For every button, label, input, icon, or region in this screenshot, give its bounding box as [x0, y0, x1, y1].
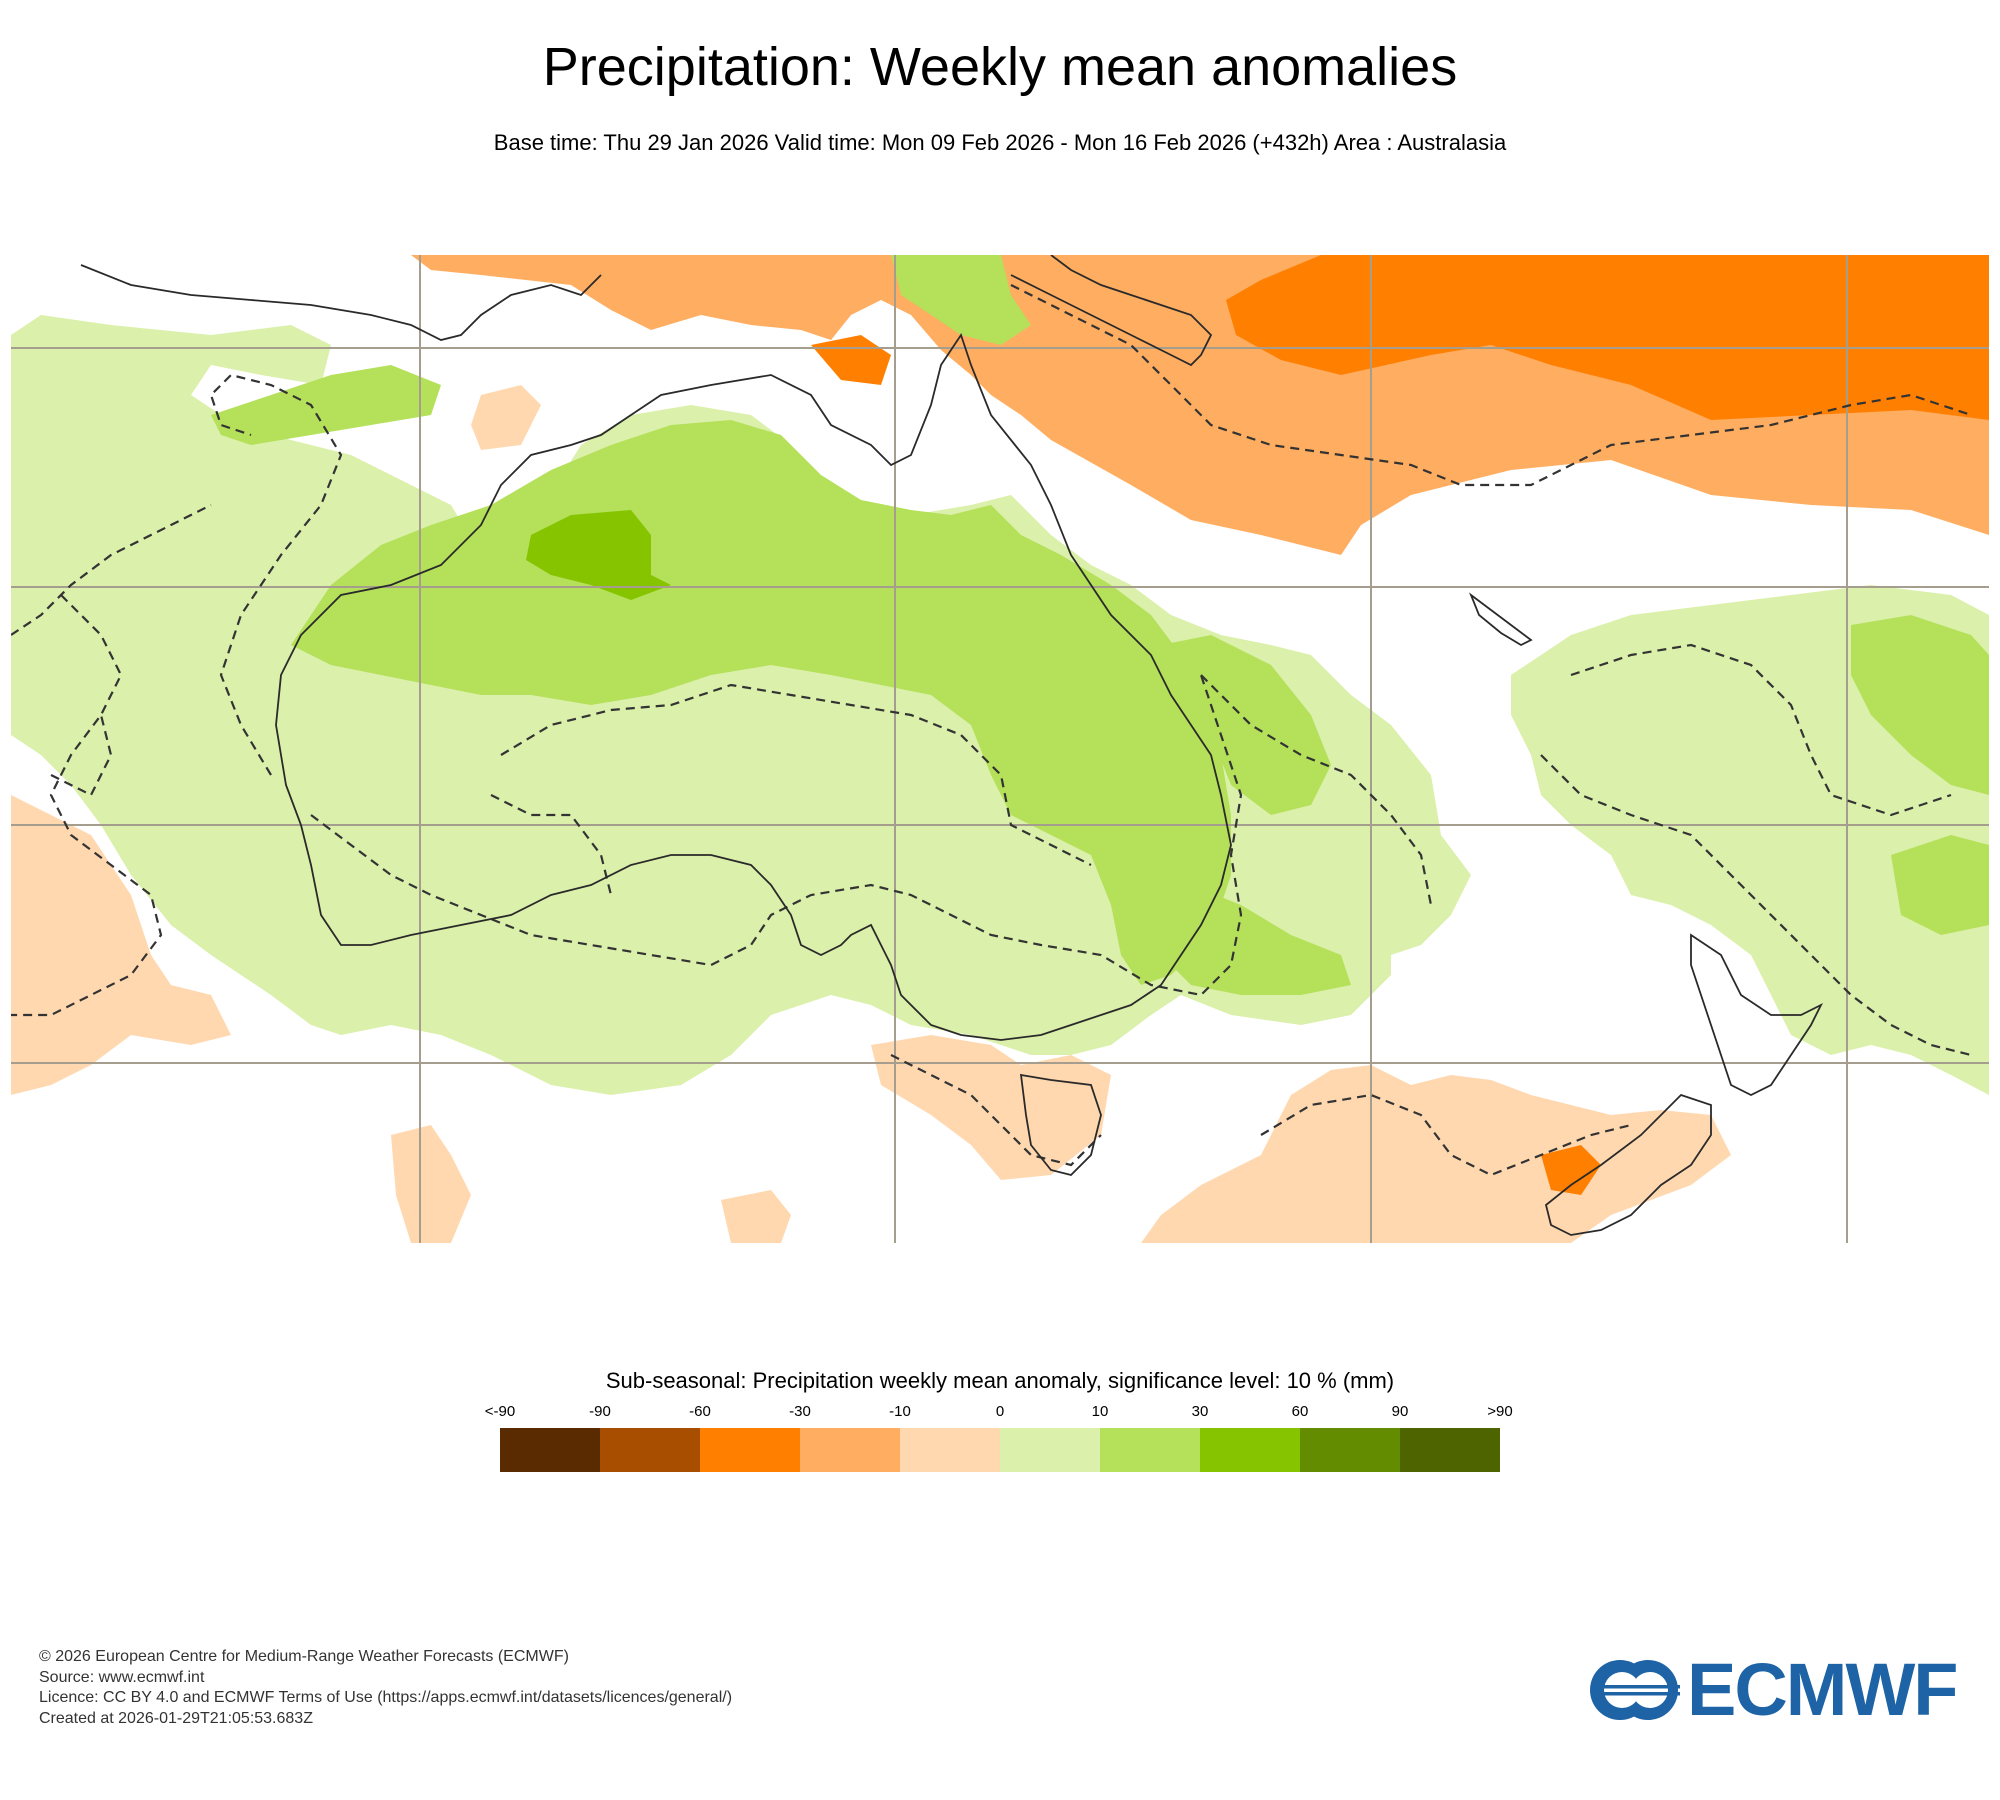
- footer-source: Source: www.ecmwf.int: [39, 1668, 205, 1686]
- map-subtitle: Base time: Thu 29 Jan 2026 Valid time: M…: [493, 130, 1507, 155]
- significance-contours: [11, 284, 1972, 1177]
- legend-color-cell: [1000, 1428, 1100, 1472]
- footer-created: Created at 2026-01-29T21:05:53.683Z: [39, 1709, 313, 1727]
- anomaly-region-wet-kimberley-core: [526, 510, 671, 600]
- legend-title: Sub-seasonal: Precipitation weekly mean …: [605, 1368, 1395, 1393]
- anomaly-region-dry-kimberley: [471, 385, 541, 450]
- legend-tick-label: 0: [995, 1403, 1005, 1420]
- australia-coastline: [275, 332, 1232, 1041]
- footer-copyright: © 2026 European Centre for Medium-Range …: [39, 1648, 569, 1665]
- legend-tick-label: -90: [589, 1403, 611, 1420]
- anomaly-region-dry-far-southwest: [11, 795, 231, 1095]
- legend-tick-label: <-90: [484, 1403, 516, 1420]
- legend-tick-label: 30: [1191, 1403, 1209, 1420]
- legend-tick-label: 10: [1091, 1403, 1109, 1420]
- tasmania-coastline: [1019, 1073, 1102, 1176]
- new-zealand-south-island: [1544, 1093, 1712, 1236]
- legend-tick-label: >90: [1487, 1403, 1513, 1420]
- ecmwf-logo: ECMWF: [1588, 1648, 1963, 1731]
- new-caledonia-coastline: [1468, 592, 1533, 647]
- anomaly-region-wet-pacific-east: [1891, 835, 1989, 935]
- legend-tick-label: 90: [1391, 1403, 1409, 1420]
- anomaly-region-wet-pacific: [1511, 585, 1989, 1095]
- anomaly-region-wet-australia-light: [11, 315, 1441, 1095]
- legend-color-cell: [1200, 1428, 1300, 1472]
- anomaly-region-dry-north-core: [1226, 255, 1989, 420]
- anomaly-region-wet-tasman: [1391, 815, 1471, 955]
- anomaly-region-wet-nsw-coast: [1151, 885, 1351, 995]
- anomaly-region-dry-tasmania: [871, 1035, 1111, 1180]
- legend-color-cell: [800, 1428, 900, 1472]
- anomaly-region-wet-new-guinea: [891, 255, 1031, 345]
- legend-color-cell: [1100, 1428, 1200, 1472]
- legend-color-cell: [500, 1428, 600, 1472]
- anomaly-region-wet-pacific-moderate: [1851, 615, 1989, 795]
- legend-color-cell: [1300, 1428, 1400, 1472]
- precipitation-anomaly-map: [11, 255, 1989, 1243]
- legend-tick-label: 60: [1291, 1403, 1309, 1420]
- legend-color-cell: [600, 1428, 700, 1472]
- map-gridlines: [11, 255, 1989, 1243]
- indonesia-coastline: [80, 264, 602, 341]
- new-zealand-north-island: [1690, 933, 1824, 1097]
- anomaly-region-wet-australia-moderate: [291, 420, 1231, 985]
- legend-color-bar: [500, 1428, 1500, 1472]
- ecmwf-logo-text: ECMWF: [1687, 1648, 1958, 1731]
- footer-licence: Licence: CC BY 4.0 and ECMWF Terms of Us…: [39, 1689, 733, 1706]
- anomaly-region-dry-nz-south: [1541, 1145, 1601, 1195]
- ecmwf-logo-icon: [1590, 1660, 1680, 1720]
- legend-tick-label: -30: [789, 1403, 811, 1420]
- legend-tick-label: -10: [889, 1403, 911, 1420]
- legend-tick-label: -60: [689, 1403, 711, 1420]
- anomaly-region-wet-indian-ocean: [211, 365, 441, 445]
- legend-color-cell: [1400, 1428, 1500, 1472]
- legend-tick-labels: <-90 -90 -60 -30 -10 0 10 30 60 90 >90: [0, 1403, 2000, 1423]
- anomaly-region-dry-south-small-2: [721, 1190, 791, 1243]
- map-title: Precipitation: Weekly mean anomalies: [542, 37, 1458, 97]
- legend-color-cell: [900, 1428, 1000, 1472]
- anomaly-region-dry-southern-ocean: [1141, 1065, 1731, 1243]
- anomaly-fill-layer: [11, 255, 1989, 1243]
- footer-credits: © 2026 European Centre for Medium-Range …: [39, 1647, 939, 1729]
- legend-color-cell: [700, 1428, 800, 1472]
- anomaly-region-dry-south-small-1: [391, 1125, 471, 1243]
- land-outlines: [80, 255, 1824, 1236]
- new-guinea-coastline: [1010, 255, 1213, 367]
